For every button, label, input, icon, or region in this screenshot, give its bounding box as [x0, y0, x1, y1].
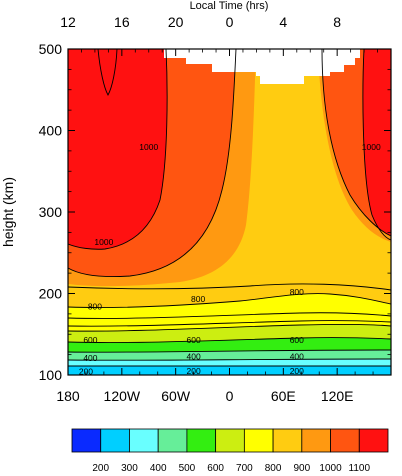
x-tick-label: 120E	[321, 388, 354, 404]
contour-1100-spike	[97, 49, 118, 96]
plot-area: 200 400 600 800 1000 1000 600 400 200 800 800 600 40…	[68, 49, 391, 377]
contour-label: 200	[290, 366, 304, 376]
colorbar-label: 700	[236, 463, 253, 474]
contour-label: 1000	[139, 142, 158, 152]
contour-550	[68, 337, 391, 343]
y-tick-label: 500	[39, 41, 63, 57]
contour-650	[68, 320, 391, 327]
colorbar-swatch	[186, 428, 217, 453]
contour-label: 400	[83, 353, 97, 363]
colorbar-swatch	[157, 428, 188, 453]
contour-label: 600	[83, 335, 97, 345]
colorbar-label: 200	[92, 463, 109, 474]
contour-1100-right	[362, 49, 391, 241]
colorbar-swatch	[129, 428, 159, 453]
contour-1100-left	[68, 49, 168, 250]
colorbar-label: 500	[179, 463, 196, 474]
missing-data-region	[164, 49, 360, 84]
x-axis: 180 120W 60W 0 60E 120E	[56, 368, 374, 404]
colorbar-swatch	[272, 428, 303, 453]
y-tick-label: 300	[39, 204, 63, 220]
contour-400	[68, 358, 391, 361]
top-tick-label: 20	[168, 14, 184, 30]
x-tick-label: 120W	[104, 388, 141, 404]
y-axis-title: height (km)	[0, 177, 16, 247]
x-tick-label: 60W	[161, 388, 191, 404]
contour-label: 400	[187, 351, 201, 361]
contour-700	[68, 312, 391, 319]
top-tick-label: 0	[226, 14, 234, 30]
top-tick-label: 8	[333, 14, 341, 30]
colorbar-label: 800	[265, 463, 282, 474]
contour-label: 1000	[362, 142, 381, 152]
contour-800	[68, 293, 391, 308]
contour-500	[68, 349, 391, 353]
colorbar-swatch	[301, 428, 331, 453]
x-tick-label: 0	[226, 388, 234, 404]
contour-label: 400	[290, 351, 304, 361]
contour-label: 600	[290, 335, 304, 345]
colorbar-swatch	[100, 428, 130, 453]
y-tick-label: 400	[39, 123, 63, 139]
contour-label: 800	[191, 294, 205, 304]
contour-1000-left	[68, 49, 237, 278]
colorbar-swatch	[330, 428, 360, 453]
colorbar-label: 900	[293, 463, 310, 474]
colorbar-label: 400	[150, 463, 167, 474]
colorbar-swatch	[358, 428, 389, 453]
colorbar-label: 300	[121, 463, 138, 474]
x-tick-label: 180	[56, 388, 80, 404]
contour-900	[68, 283, 391, 291]
contour-label: 1000	[94, 237, 113, 247]
top-tick-label: 16	[114, 14, 130, 30]
contour-label: 200	[79, 367, 93, 377]
top-tick-label: 12	[60, 14, 76, 30]
y-tick-label: 200	[39, 286, 63, 302]
top-axis: 12 16 20 0 4 8	[60, 14, 378, 56]
y-axis: 100 200 300 400 500	[39, 41, 391, 383]
top-tick-label: 4	[279, 14, 287, 30]
contour-label: 600	[187, 335, 201, 345]
colorbar-swatch	[71, 428, 102, 453]
contour-labels: 200 400 600 800 1000 1000 600 400 200 800 800 600 40…	[79, 142, 381, 377]
colorbar-label: 1000	[319, 463, 342, 474]
contour-label: 800	[290, 287, 304, 297]
x-tick-label: 60E	[271, 388, 296, 404]
colorbar: 200 300 400 500 600 700 800 900 1000 1100	[71, 428, 389, 474]
colorbar-swatch	[215, 428, 245, 453]
y-tick-label: 100	[39, 367, 63, 383]
colorbar-swatch	[243, 428, 274, 453]
colorbar-label: 600	[207, 463, 224, 474]
top-axis-title: Local Time (hrs)	[190, 0, 269, 12]
contour-label: 800	[88, 302, 102, 312]
contour-600	[68, 323, 391, 332]
contour-label: 200	[187, 366, 201, 376]
colorbar-label: 1100	[349, 463, 371, 474]
contour-lines	[68, 49, 391, 367]
contour-1000-right	[321, 49, 391, 237]
